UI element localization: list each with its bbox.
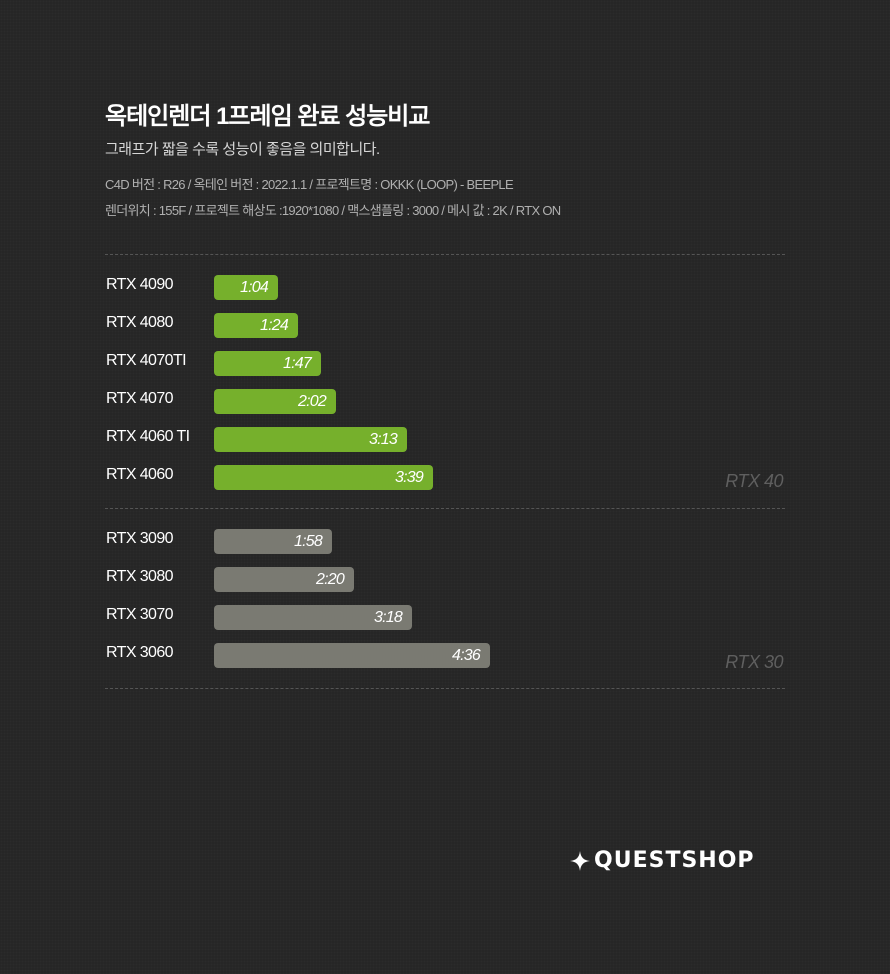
- divider-middle: [105, 508, 785, 509]
- bar-value-label: 1:58: [294, 533, 323, 550]
- questshop-logo: QUESTSHOP: [570, 848, 755, 873]
- category-label: RTX 4060 TI: [106, 428, 190, 445]
- sparkle-icon: [570, 850, 590, 871]
- category-label: RTX 3070: [106, 606, 174, 623]
- bar: [214, 313, 298, 338]
- render-settings-line-1: C4D 버전 : R26 / 옥테인 버전 : 2022.1.1 / 프로젝트명…: [105, 177, 514, 192]
- chart-subtitle: 그래프가 짧을 수록 성능이 좋음을 의미합니다.: [105, 141, 380, 158]
- bar: [214, 351, 321, 376]
- bar: [214, 389, 336, 414]
- bar-value-label: 1:04: [240, 279, 269, 296]
- group-label-rtx30: RTX 30: [725, 652, 783, 672]
- category-label: RTX 4070TI: [106, 352, 187, 369]
- bar: [214, 427, 407, 452]
- bar: [214, 529, 332, 554]
- category-label: RTX 3080: [106, 568, 174, 585]
- bar-value-label: 1:47: [283, 355, 312, 372]
- category-label: RTX 4090: [106, 276, 174, 293]
- render-settings-line-2: 렌더위치 : 155F / 프로젝트 해상도 :1920*1080 / 맥스샘플…: [105, 203, 561, 218]
- bar-value-label: 2:02: [298, 393, 327, 410]
- group-label-rtx40: RTX 40: [725, 471, 783, 491]
- bar-value-label: 3:18: [374, 609, 403, 626]
- bar-value-label: 4:36: [452, 647, 481, 664]
- bar: [214, 275, 278, 300]
- bar: [214, 643, 490, 668]
- category-label: RTX 4080: [106, 314, 174, 331]
- category-label: RTX 3060: [106, 644, 174, 661]
- bar-value-label: 1:24: [260, 317, 289, 334]
- divider-top: [105, 254, 785, 255]
- bar: [214, 567, 354, 592]
- bar-value-label: 3:13: [369, 431, 398, 448]
- category-label: RTX 3090: [106, 530, 174, 547]
- category-label: RTX 4070: [106, 390, 174, 407]
- logo-text: QUESTSHOP: [594, 848, 755, 873]
- bar: [214, 465, 433, 490]
- bar-value-label: 3:39: [395, 469, 424, 486]
- bar: [214, 605, 412, 630]
- bar-value-label: 2:20: [316, 571, 345, 588]
- category-label: RTX 4060: [106, 466, 174, 483]
- divider-bottom: [105, 688, 785, 689]
- chart-title: 옥테인렌더 1프레임 완료 성능비교: [105, 103, 430, 130]
